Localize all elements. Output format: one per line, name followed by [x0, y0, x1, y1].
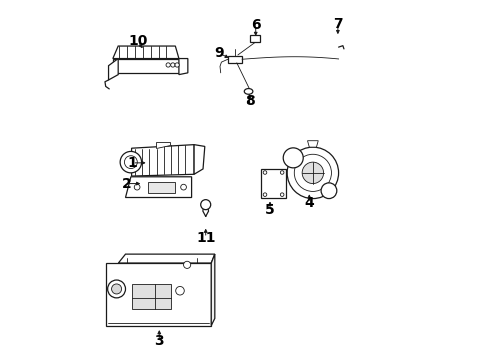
- Circle shape: [166, 63, 171, 67]
- Text: 4: 4: [304, 196, 314, 210]
- Circle shape: [120, 152, 142, 173]
- Circle shape: [134, 184, 140, 190]
- Polygon shape: [250, 35, 260, 42]
- Ellipse shape: [245, 89, 253, 94]
- Circle shape: [287, 147, 339, 199]
- Polygon shape: [113, 59, 179, 73]
- Circle shape: [108, 280, 125, 298]
- Polygon shape: [132, 284, 171, 309]
- Polygon shape: [262, 169, 286, 198]
- Text: 8: 8: [245, 94, 254, 108]
- Text: 2: 2: [122, 176, 131, 190]
- Circle shape: [294, 154, 331, 192]
- Circle shape: [184, 261, 191, 269]
- Polygon shape: [308, 141, 318, 147]
- Circle shape: [280, 171, 284, 174]
- Circle shape: [176, 287, 184, 295]
- Circle shape: [283, 148, 303, 168]
- Text: 3: 3: [154, 334, 164, 348]
- Text: 7: 7: [333, 17, 343, 31]
- Polygon shape: [228, 56, 242, 63]
- Polygon shape: [119, 254, 215, 263]
- Circle shape: [247, 101, 250, 104]
- Text: 11: 11: [196, 231, 216, 245]
- Polygon shape: [125, 177, 192, 198]
- Ellipse shape: [266, 174, 281, 193]
- Text: 9: 9: [215, 46, 224, 60]
- Circle shape: [302, 162, 323, 184]
- Text: 6: 6: [251, 18, 261, 32]
- Text: 5: 5: [265, 203, 275, 217]
- Polygon shape: [156, 142, 170, 148]
- Polygon shape: [109, 59, 118, 80]
- Circle shape: [175, 63, 179, 67]
- Circle shape: [201, 200, 211, 210]
- Circle shape: [112, 284, 122, 294]
- Circle shape: [263, 171, 267, 174]
- Circle shape: [321, 183, 337, 199]
- Polygon shape: [113, 46, 179, 59]
- Circle shape: [280, 193, 284, 197]
- Text: 1: 1: [127, 156, 137, 170]
- Polygon shape: [148, 182, 174, 193]
- Polygon shape: [194, 145, 205, 174]
- Circle shape: [124, 156, 137, 168]
- Polygon shape: [106, 263, 211, 325]
- Circle shape: [181, 184, 186, 190]
- Polygon shape: [211, 254, 215, 325]
- Polygon shape: [132, 145, 194, 176]
- Text: 10: 10: [128, 35, 147, 48]
- Circle shape: [263, 193, 267, 197]
- Circle shape: [171, 63, 175, 67]
- Polygon shape: [179, 59, 188, 75]
